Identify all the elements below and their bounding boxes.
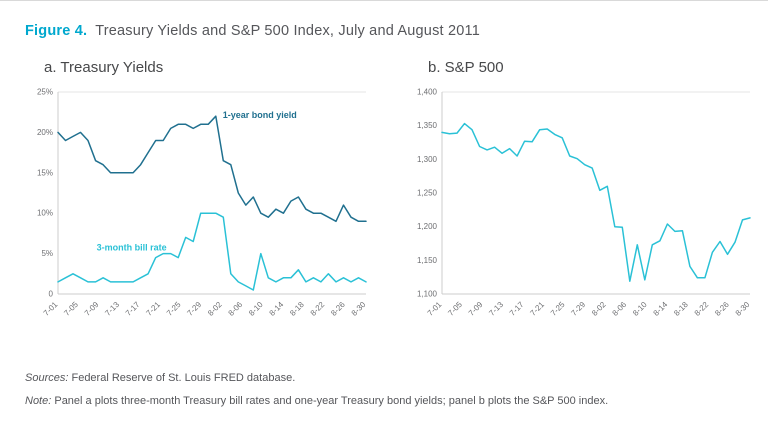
x-tick-label: 7-01: [426, 300, 444, 318]
note-text: Panel a plots three-month Treasury bill …: [51, 395, 609, 407]
sources-text: Federal Reserve of St. Louis FRED databa…: [68, 372, 296, 384]
x-tick-label: 8-26: [713, 300, 731, 318]
y-tick-label: 10%: [37, 209, 53, 218]
x-tick-label: 7-29: [569, 300, 587, 318]
x-tick-label: 8-14: [652, 300, 670, 318]
x-tick-label: 7-25: [165, 300, 183, 318]
chart-svg: 05%10%15%20%25%7-01 7-05 7-09 7-13 7-17 7-21 7…: [37, 88, 368, 318]
sp500-chart: 1,100 1,150 1,200 1,250 1,300 1,350 1,400 7-01 7…: [406, 80, 758, 342]
x-tick-label: 8-02: [206, 300, 224, 318]
x-tick-label: 7-21: [528, 300, 546, 318]
x-tick-label: 7-13: [487, 300, 505, 318]
panel-a-title: a. Treasury Yields: [44, 59, 164, 76]
x-tick-label: 8-30: [350, 300, 368, 318]
figure-title-text: Treasury Yields and S&P 500 Index, July …: [91, 23, 480, 39]
note-line: Note: Panel a plots three-month Treasury…: [25, 396, 608, 407]
y-tick-label: 1,150: [417, 256, 438, 265]
x-tick-label: 8-18: [672, 300, 690, 318]
x-tick-label: 8-10: [247, 300, 265, 318]
x-tick-label: 7-29: [185, 300, 203, 318]
x-tick-label: 8-18: [288, 300, 306, 318]
y-tick-label: 1,400: [417, 88, 438, 97]
3-month-bill-rate-line: [57, 212, 367, 291]
x-tick-label: 8-22: [693, 300, 711, 318]
x-tick-label: 8-10: [631, 300, 649, 318]
x-tick-label: 7-09: [83, 300, 101, 318]
x-tick-label: 7-25: [549, 300, 567, 318]
x-tick-label: 7-01: [42, 300, 60, 318]
x-tick-label: 8-30: [734, 300, 752, 318]
x-tick-label: 7-09: [467, 300, 485, 318]
x-tick-label: 7-17: [124, 300, 142, 318]
x-tick-label: 7-13: [103, 300, 121, 318]
treasury-yields-chart: 0 5% 10% 15% 20% 25% 7-01 7-05 7-09 7-13 7-17 7-21 7…: [22, 80, 374, 342]
sources-label: Sources:: [25, 372, 69, 384]
1-year-bond-yield-line: [57, 115, 367, 223]
x-tick-label: 7-17: [508, 300, 526, 318]
panel-b: b. S&P 500 1,100 1,150 1,200 1,250 1,300 1,35…: [406, 59, 762, 342]
panel-a: a. Treasury Yields 0 5% 10% 15% 20% 25% 7-01 7-…: [22, 59, 378, 342]
s-p-500-line: [441, 122, 751, 282]
x-tick-label: 7-05: [446, 300, 464, 318]
y-tick-label: 20%: [37, 128, 53, 137]
y-tick-label: 0: [49, 290, 54, 299]
x-tick-label: 8-14: [268, 300, 286, 318]
x-tick-label: 8-06: [611, 300, 629, 318]
x-tick-label: 8-06: [227, 300, 245, 318]
x-tick-label: 7-05: [62, 300, 80, 318]
x-tick-label: 8-26: [329, 300, 347, 318]
y-tick-label: 15%: [37, 168, 53, 177]
y-tick-label: 5%: [41, 249, 53, 258]
figure-label: Figure 4.: [25, 23, 88, 39]
note-label: Note:: [25, 395, 52, 407]
panel-b-title: b. S&P 500: [428, 59, 504, 76]
y-tick-label: 25%: [37, 88, 53, 97]
series-label: 1-year bond yield: [223, 110, 297, 120]
y-tick-label: 1,350: [417, 121, 438, 130]
y-tick-label: 1,300: [417, 155, 438, 164]
figure-title: Figure 4. Treasury Yields and S&P 500 In…: [25, 23, 480, 39]
x-tick-label: 8-02: [590, 300, 608, 318]
charts-row: a. Treasury Yields 0 5% 10% 15% 20% 25% 7-01 7-…: [22, 59, 762, 342]
series-label: 3-month bill rate: [97, 242, 167, 252]
x-tick-label: 7-21: [144, 300, 162, 318]
sources-line: Sources: Federal Reserve of St. Louis FR…: [25, 373, 608, 384]
y-tick-label: 1,200: [417, 222, 438, 231]
y-tick-label: 1,250: [417, 189, 438, 198]
x-tick-label: 8-22: [309, 300, 327, 318]
y-tick-label: 1,100: [417, 290, 438, 299]
figure-footer: Sources: Federal Reserve of St. Louis FR…: [25, 373, 608, 419]
